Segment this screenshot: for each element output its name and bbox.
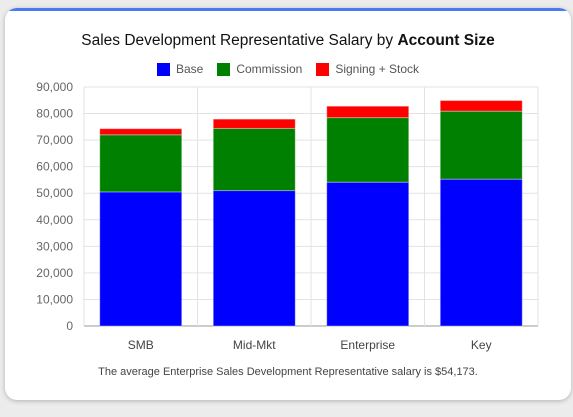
x-tick-label: Mid-Mkt [233,338,276,352]
y-tick-label: 90,000 [36,80,73,94]
y-tick-label: 20,000 [36,266,73,280]
y-tick-label: 60,000 [36,160,73,174]
bar-segment-commission-smb[interactable] [99,134,183,193]
bar-segment-commission-mid-mkt[interactable] [212,127,296,192]
legend-item-base[interactable]: Base [156,62,204,76]
card-top-accent [5,8,571,11]
bar-segment-base-key[interactable] [439,178,523,327]
legend-swatch-signing-stock [316,62,330,76]
legend-label-base: Base [175,62,204,76]
y-tick-label: 30,000 [36,239,73,253]
chart-title: Sales Development Representative Salary … [5,32,571,50]
chart-title-main: Sales Development Representative Salary … [81,32,398,49]
bar-segment-commission-enterprise[interactable] [326,117,410,183]
x-tick-label: SMB [128,338,154,352]
bar-segment-signing-stock-mid-mkt[interactable] [212,118,296,129]
bar-segment-signing-stock-enterprise[interactable] [326,105,410,119]
y-tick-label: 0 [66,319,73,333]
legend-item-signing-stock[interactable]: Signing + Stock [316,62,419,76]
bar-segment-base-smb[interactable] [99,191,183,327]
chart-legend: Base Commission Signing + Stock [5,62,571,76]
chart-plot-area: 0 10,000 20,000 30,000 40,000 50,000 60,000 70,… [36,80,539,352]
legend-label-signing-stock: Signing + Stock [335,62,420,76]
chart-card: Sales Development Representative Salary … [5,8,571,400]
y-tick-label: 40,000 [36,213,73,227]
x-tick-label: Key [471,338,492,352]
bar-segment-commission-key[interactable] [439,110,523,180]
legend-swatch-commission [217,62,231,76]
chart-title-bold: Account Size [397,32,495,49]
legend-item-commission[interactable]: Commission [217,62,302,76]
y-tick-label: 50,000 [36,186,73,200]
bar-segment-base-mid-mkt[interactable] [212,190,296,327]
bar-segment-signing-stock-key[interactable] [439,100,523,112]
legend-label-commission: Commission [236,62,303,76]
bar-segment-base-enterprise[interactable] [326,181,410,327]
y-tick-label: 10,000 [36,292,73,306]
bar-segment-signing-stock-smb[interactable] [99,128,183,136]
x-tick-label: Enterprise [340,338,395,352]
legend-swatch-base [156,62,170,76]
y-tick-label: 80,000 [36,107,73,121]
chart-footer-note: The average Enterprise Sales Development… [98,366,478,378]
y-tick-label: 70,000 [36,133,73,147]
